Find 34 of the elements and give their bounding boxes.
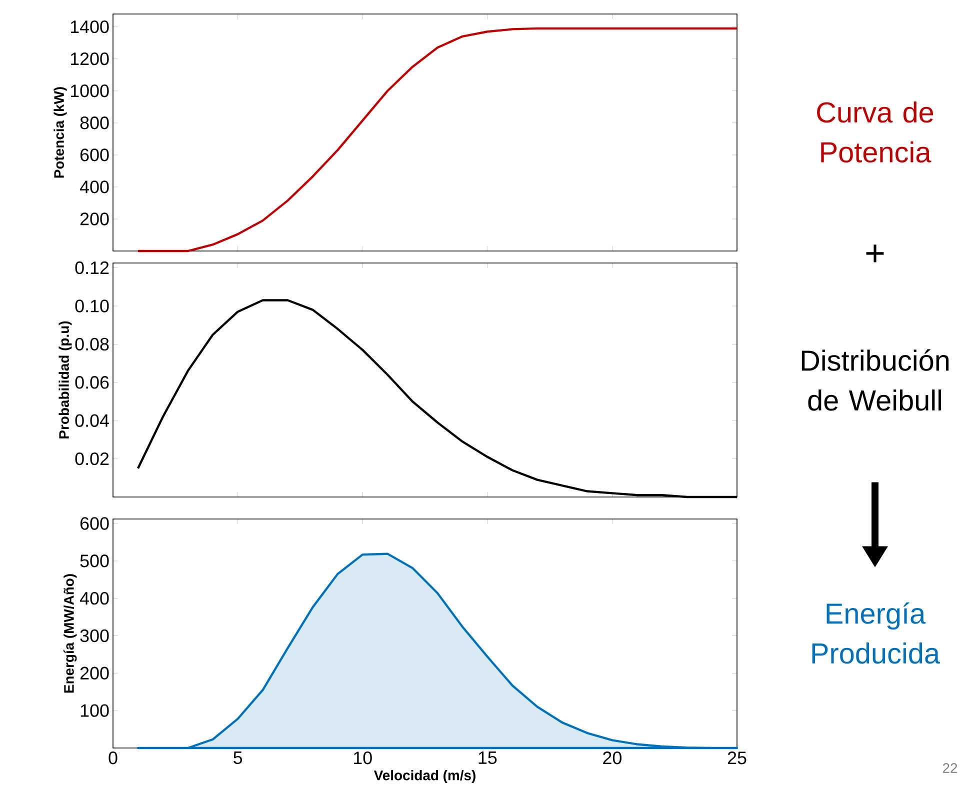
y-tick-label: 100 bbox=[80, 704, 109, 717]
y-tick-label: 0.04 bbox=[75, 414, 109, 427]
x-tick-label: 25 bbox=[728, 752, 746, 764]
x-tick-label: 5 bbox=[234, 752, 242, 764]
x-tick-label: 0 bbox=[108, 752, 118, 764]
y-tick-label: 600 bbox=[80, 517, 109, 530]
x-axis-title: Velocidad (m/s) bbox=[374, 770, 476, 784]
y-tick-label: 500 bbox=[80, 554, 109, 568]
text: + bbox=[866, 244, 884, 262]
y-axis-title: Energía (MW/Año) bbox=[64, 574, 77, 693]
text: Distribución de Weibull bbox=[802, 349, 949, 411]
text: Curva de Potencia bbox=[817, 101, 934, 163]
x-tick-label: 15 bbox=[478, 752, 497, 764]
y-tick-label: 400 bbox=[80, 592, 109, 605]
y-axis-title: Potencia (kW) bbox=[54, 87, 67, 178]
x-tick-label: 10 bbox=[354, 752, 372, 764]
y-tick-label: 400 bbox=[80, 180, 109, 194]
text: 22 bbox=[942, 763, 958, 773]
y-tick-label: 300 bbox=[80, 629, 109, 642]
y-tick-label: 600 bbox=[80, 148, 109, 162]
y-tick-label: 800 bbox=[80, 116, 109, 130]
y-tick-label: 200 bbox=[80, 666, 109, 680]
y-tick-label: 1400 bbox=[70, 20, 109, 34]
y-tick-label: 1000 bbox=[70, 84, 109, 98]
y-tick-label: 0.02 bbox=[75, 452, 109, 466]
y-tick-label: 200 bbox=[80, 212, 109, 226]
x-tick-label: 20 bbox=[603, 752, 622, 764]
y-tick-label: 0.12 bbox=[75, 261, 109, 274]
y-tick-label: 0.10 bbox=[75, 300, 109, 312]
y-tick-label: 0.08 bbox=[75, 338, 109, 351]
y-tick-label: 0.06 bbox=[75, 376, 109, 389]
y-axis-title: Probabilidad (p.u) bbox=[58, 321, 72, 438]
text: Energía Producida bbox=[812, 602, 940, 664]
y-tick-label: 1200 bbox=[70, 52, 109, 66]
